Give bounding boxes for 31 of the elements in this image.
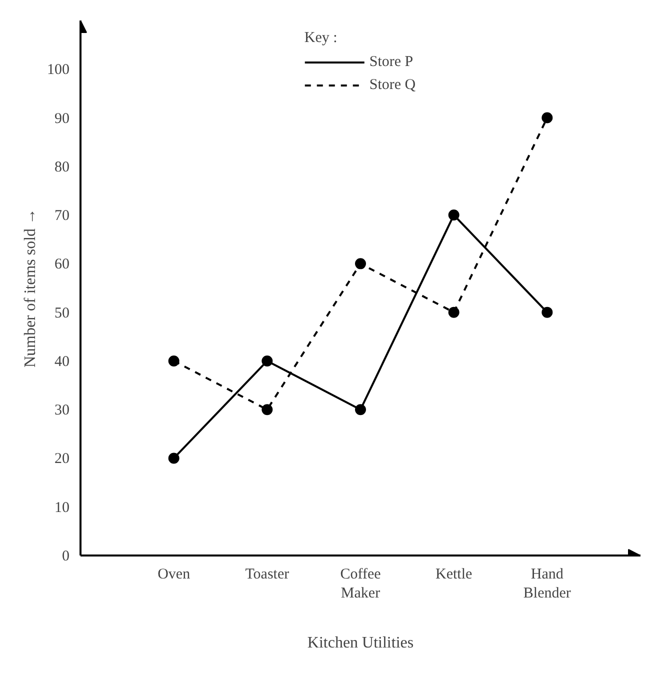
x-tick-label: Kettle [436, 566, 472, 582]
y-tick-label: 20 [54, 451, 70, 468]
y-tick-label: 80 [54, 159, 70, 176]
legend-label: Store P [369, 54, 414, 70]
point [448, 306, 460, 318]
point [262, 355, 273, 366]
legend-title: Key : [304, 30, 338, 47]
y-tick-label: 60 [54, 256, 70, 273]
y-tick-label: 10 [54, 500, 70, 516]
point [168, 452, 180, 464]
point [262, 404, 273, 416]
x-tick-label: Hand Blender [523, 566, 571, 602]
point [168, 355, 180, 366]
y-tick-label: 40 [54, 354, 70, 370]
x-tick-label: Toaster [245, 566, 290, 582]
x-tick-label: Oven [158, 566, 191, 582]
y-tick-label: 70 [54, 208, 70, 224]
y-tick-label: 100 [47, 62, 70, 78]
x-axis-title: Kitchen Utilities [307, 634, 414, 652]
legend-label: Store Q [369, 76, 416, 94]
x-tick-label: Coffee Maker [340, 566, 382, 602]
y-axis-title: Number of items sold → [22, 208, 39, 368]
y-tick-label: 30 [54, 402, 70, 419]
y-tick-label: 0 [62, 548, 70, 564]
point [448, 210, 460, 221]
point [542, 306, 553, 318]
point [542, 112, 553, 124]
point [355, 404, 366, 416]
y-tick-label: 50 [54, 305, 70, 322]
y-tick-label: 90 [54, 110, 70, 127]
point [355, 258, 366, 270]
